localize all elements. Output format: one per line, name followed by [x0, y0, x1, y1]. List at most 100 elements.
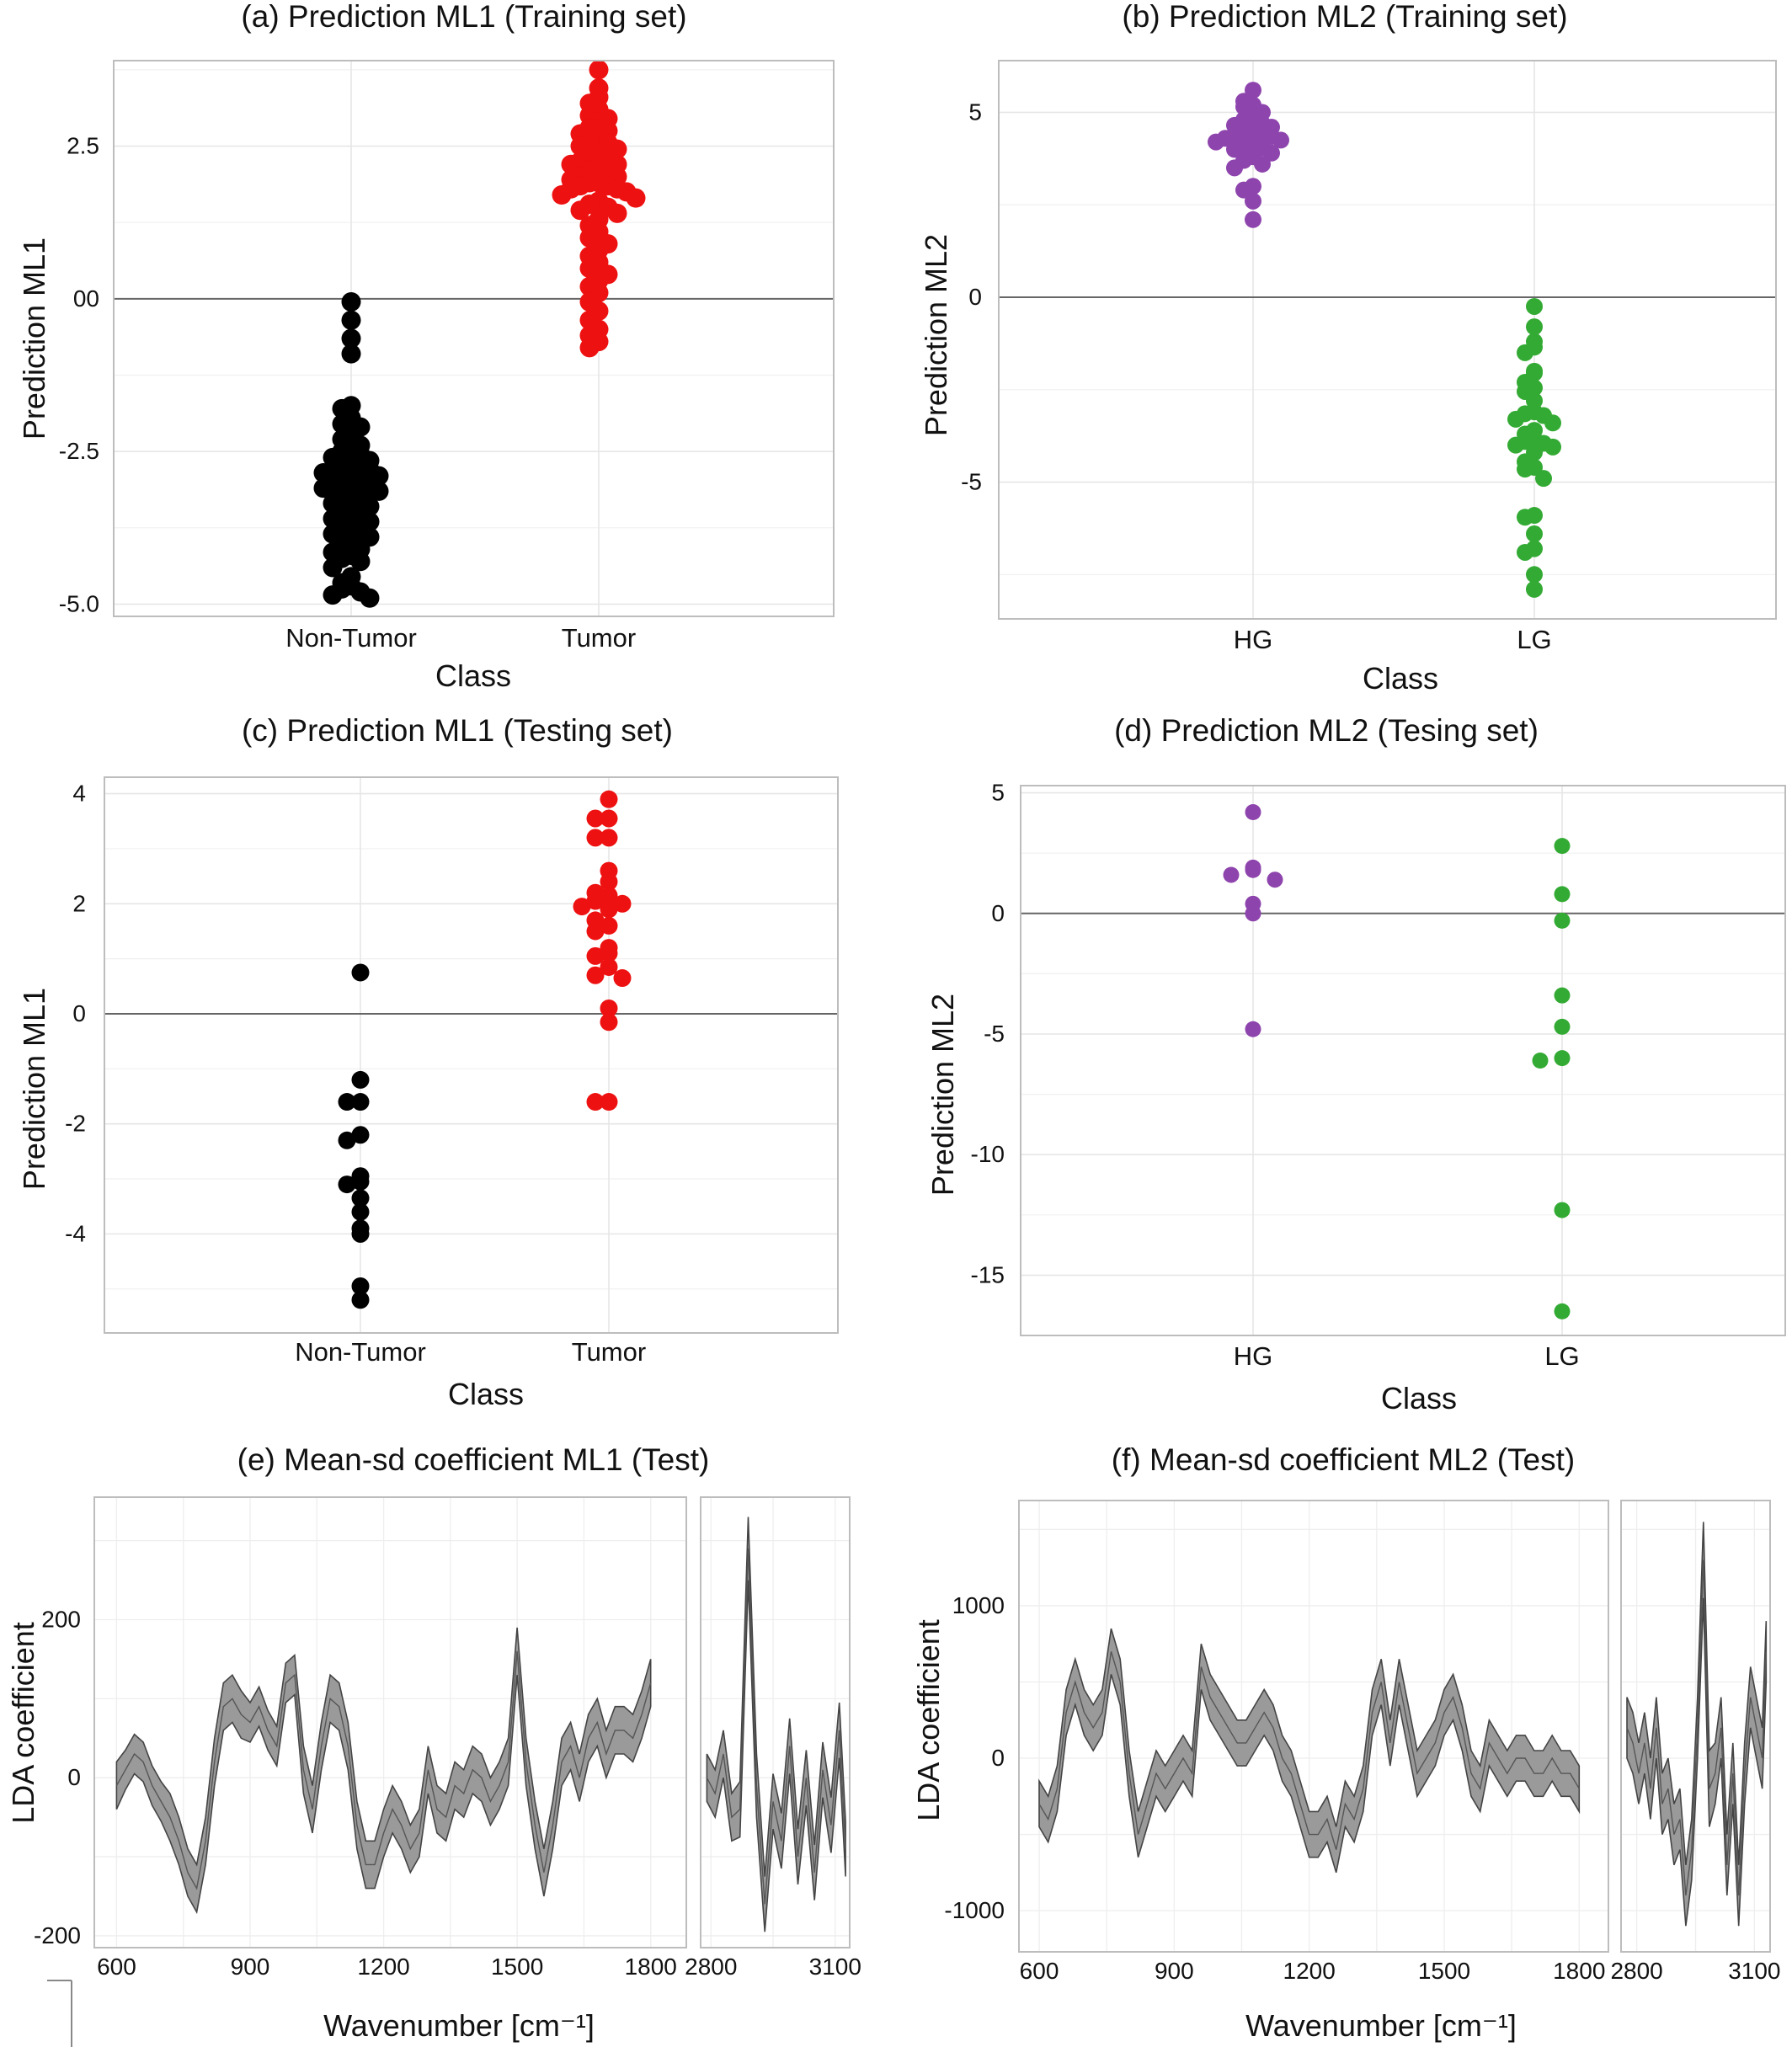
- y-tick-label: 5: [991, 780, 1005, 806]
- data-point-tumor: [600, 1093, 618, 1111]
- data-point-tumor: [600, 944, 618, 962]
- sd-ribbon: [115, 1627, 652, 1915]
- y-tick-label: 0: [991, 900, 1005, 926]
- data-point-non-tumor: [323, 557, 343, 578]
- data-point-non-tumor: [351, 963, 370, 982]
- data-point-non-tumor: [341, 344, 361, 364]
- panel-c-xlabel: Class: [448, 1377, 524, 1411]
- panel-f: (f) Mean-sd coefficient ML2 (Test) -1000…: [911, 1442, 1781, 2043]
- panel-a-xlabel: Class: [435, 658, 511, 693]
- mean-line: [1038, 1651, 1580, 1850]
- mean-line: [706, 1548, 846, 1905]
- x-tick-label: 900: [231, 1954, 270, 1980]
- data-point-hg: [1272, 131, 1289, 149]
- data-point-tumor: [613, 894, 632, 913]
- data-point-non-tumor: [341, 291, 361, 312]
- data-point-hg: [1245, 905, 1261, 922]
- mean-line: [115, 1650, 652, 1890]
- panel-e-frame-right: [700, 1496, 851, 1948]
- y-tick-label: 0: [72, 1000, 86, 1026]
- x-category-label: HG: [1234, 625, 1273, 654]
- data-point-non-tumor: [323, 585, 343, 605]
- y-tick-label: 5: [968, 99, 982, 125]
- data-point-lg: [1554, 1050, 1571, 1067]
- data-point-lg: [1526, 566, 1543, 584]
- x-category-label: Non-Tumor: [285, 623, 417, 653]
- panel-f-title: (f) Mean-sd coefficient ML2 (Test): [1112, 1442, 1575, 1477]
- panel-b-points: [1208, 82, 1561, 598]
- data-point-lg: [1526, 318, 1543, 336]
- data-point-non-tumor: [338, 1131, 356, 1149]
- data-point-tumor: [570, 200, 590, 221]
- data-point-lg: [1535, 470, 1552, 488]
- panel-f-frame-left: [1018, 1500, 1609, 1953]
- data-point-hg: [1245, 82, 1261, 99]
- y-tick-label: 00: [73, 285, 99, 312]
- data-point-lg: [1507, 436, 1524, 454]
- data-point-non-tumor: [350, 552, 371, 572]
- data-point-non-tumor: [351, 1189, 370, 1207]
- panel-f-frame-right: [1620, 1500, 1771, 1953]
- data-point-tumor: [613, 969, 632, 988]
- data-point-non-tumor: [351, 1093, 370, 1111]
- y-tick-label: -200: [34, 1922, 81, 1948]
- data-point-tumor: [600, 1013, 618, 1031]
- data-point-lg: [1517, 509, 1533, 526]
- data-point-tumor: [586, 922, 605, 941]
- panel-b-gridlines: [999, 61, 1776, 619]
- data-point-tumor: [600, 872, 618, 891]
- data-point-non-tumor: [360, 588, 380, 608]
- panel-e-axis: -200 0 200 600 900 1200 1500 1800 2800 3100: [34, 1606, 861, 1980]
- y-tick-label: 0: [67, 1764, 81, 1790]
- data-point-tumor: [600, 999, 618, 1017]
- panel-d-frame: [1020, 785, 1786, 1336]
- data-point-lg: [1554, 1018, 1571, 1035]
- data-point-lg: [1554, 987, 1571, 1004]
- panel-b-frame: [998, 60, 1777, 620]
- x-category-label: LG: [1517, 625, 1551, 654]
- y-tick-label: 4: [72, 781, 86, 807]
- data-point-non-tumor: [351, 1172, 370, 1191]
- data-point-tumor: [607, 203, 627, 223]
- panel-a-ylabel: Prediction ML1: [17, 237, 51, 440]
- panel-b-title: (b) Prediction ML2 (Training set): [1122, 0, 1567, 34]
- panel-f-axis: -1000 0 1000 600 900 1200 1500 1800 2800 3100: [944, 1592, 1780, 1984]
- panel-c-frame: [104, 776, 839, 1334]
- data-point-non-tumor: [338, 1175, 356, 1194]
- x-tick-label: 3100: [1728, 1958, 1780, 1984]
- data-point-non-tumor: [313, 478, 333, 498]
- data-point-non-tumor: [338, 1093, 356, 1111]
- x-tick-label: 1500: [491, 1954, 543, 1980]
- panel-c-points: [338, 790, 632, 1309]
- x-tick-label: 2800: [1610, 1958, 1662, 1984]
- x-tick-label: 1800: [625, 1954, 677, 1980]
- panel-a-title: (a) Prediction ML1 (Training set): [241, 0, 686, 34]
- panel-c: (c) Prediction ML1 (Testing set) -4 -2 0 2 4…: [17, 713, 839, 1411]
- y-tick-label: -4: [65, 1220, 86, 1246]
- panel-d-title: (d) Prediction ML2 (Tesing set): [1114, 713, 1539, 748]
- data-point-non-tumor: [351, 1277, 370, 1295]
- panel-a: (a) Prediction ML1 (Training set) -5.0 -2…: [17, 0, 835, 693]
- data-point-non-tumor: [351, 1126, 370, 1144]
- panel-d-points: [1223, 804, 1571, 1319]
- panel-d: (d) Prediction ML2 (Tesing set) -15 -10 -5…: [925, 713, 1786, 1415]
- panel-b: (b) Prediction ML2 (Training set) -5 0 5 HG…: [919, 0, 1777, 696]
- x-tick-label: 600: [1020, 1958, 1059, 1984]
- panel-f-ylabel: LDA coefficient: [911, 1619, 946, 1820]
- panel-a-axis: -5.0 -2.5 00 2.5 Non-Tumor Tumor: [59, 133, 834, 653]
- data-point-tumor: [600, 900, 618, 919]
- x-tick-label: 1800: [1553, 1958, 1605, 1984]
- y-tick-label: -5: [984, 1021, 1005, 1047]
- data-point-non-tumor: [351, 1202, 370, 1221]
- data-point-lg: [1517, 543, 1533, 561]
- data-point-tumor: [626, 188, 646, 208]
- panel-e: (e) Mean-sd coefficient ML1 (Test) -200 0…: [6, 1442, 861, 2047]
- data-point-lg: [1526, 525, 1543, 543]
- data-point-tumor: [579, 338, 600, 358]
- y-tick-label: -15: [971, 1261, 1005, 1287]
- y-tick-label: 2: [72, 890, 86, 916]
- panel-c-ylabel: Prediction ML1: [17, 988, 51, 1190]
- data-point-tumor: [586, 829, 605, 847]
- sd-ribbon: [706, 1517, 846, 1932]
